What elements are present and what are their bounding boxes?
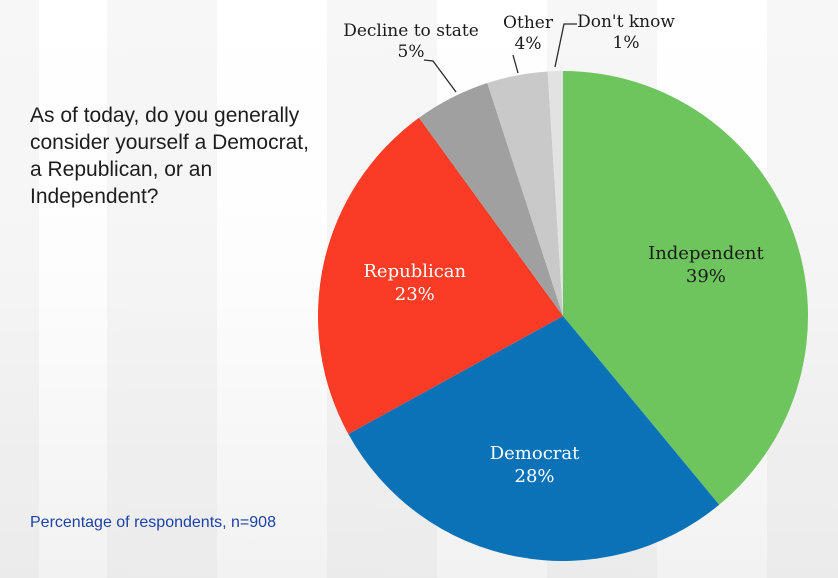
survey-question: As of today, do you generally consider y…: [30, 104, 309, 208]
leader-line-decline-to-state: [423, 59, 457, 93]
footnote: Percentage of respondents, n=908: [30, 514, 276, 531]
pie-slice-other: [487, 71, 563, 316]
callout-label-other: Other 4%: [503, 13, 553, 54]
pie-label-democrat: Democrat 28%: [489, 443, 580, 488]
pie-slice-decline-to-state: [418, 82, 563, 317]
pie-slice-republican: [317, 117, 563, 435]
pie-slice-don-t-know: [547, 71, 563, 316]
pie-label-independent: Independent 39%: [648, 242, 764, 287]
pie-slice-independent: [563, 71, 809, 505]
leader-line-don-t-know: [554, 23, 577, 68]
callout-label-don-t-know: Don't know 1%: [577, 12, 675, 53]
leader-line-other: [512, 54, 519, 74]
pie-slice-democrat: [348, 316, 720, 562]
pie-label-republican: Republican 23%: [363, 260, 467, 305]
callout-label-decline-to-state: Decline to state 5%: [343, 21, 479, 62]
